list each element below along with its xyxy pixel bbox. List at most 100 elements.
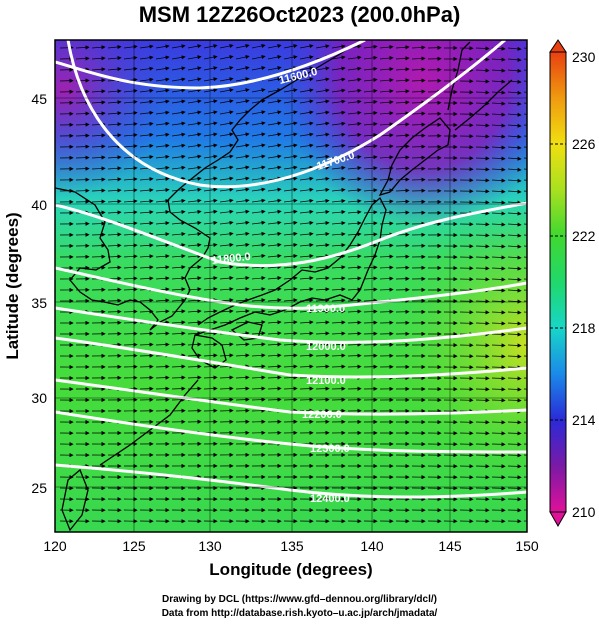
wind-arrow [187,375,202,380]
wind-arrow [219,176,234,181]
wind-arrow [107,111,122,116]
wind-arrow [171,165,186,170]
wind-arrow [155,132,170,137]
wind-arrow [203,132,218,137]
wind-arrow [123,132,138,138]
wind-arrow [187,320,202,325]
wind-arrow [523,289,527,291]
wind-arrow [507,200,522,205]
wind-arrow [203,375,218,380]
wind-arrow [123,110,138,116]
wind-arrow [187,55,202,60]
wind-arrow [507,321,522,326]
wind-arrow [219,264,234,270]
wind-arrow [139,342,154,347]
wind-arrow [507,387,522,392]
wind-arrow [139,187,154,193]
wind-arrow [299,309,314,314]
wind-arrow [315,187,330,192]
contour-11800 [55,201,527,268]
wind-arrow [251,88,266,93]
wind-arrow [139,199,154,204]
wind-arrow [491,288,506,293]
wind-arrow [507,156,522,161]
wind-arrow [491,310,506,315]
wind-arrow [491,112,506,117]
wind-arrow [363,55,378,60]
wind-arrow [155,342,170,347]
wind-arrow [155,364,170,369]
wind-arrow [139,154,154,160]
wind-arrow [411,89,426,94]
wind-arrow [347,77,362,82]
wind-arrow [507,332,522,337]
wind-arrow [251,331,266,336]
wind-arrow [523,234,527,236]
wind-arrow [267,386,282,391]
wind-arrow [267,143,282,148]
wind-arrow [523,146,527,148]
wind-arrow [235,209,250,214]
wind-arrow [203,66,218,71]
wind-arrow [331,298,346,303]
wind-arrow [283,132,298,137]
x-tick-120: 120 [43,538,67,554]
wind-arrow [491,57,506,62]
wind-arrow [347,110,362,115]
wind-arrow [235,220,250,225]
wind-arrow [139,66,154,71]
wind-arrow [267,55,282,60]
wind-arrow [171,320,186,325]
wind-arrow [203,165,218,170]
wind-arrow [283,276,298,281]
wind-arrow [251,220,266,225]
wind-arrow [267,253,282,259]
wind-arrow [107,44,122,50]
wind-arrow [219,275,234,281]
wind-arrow [107,89,122,94]
wind-arrow [251,121,266,126]
wind-arrow [267,309,282,314]
contour-label-12400: 12400.0 [310,493,350,505]
wind-arrow [123,221,138,226]
wind-arrow [523,47,527,49]
wind-arrow [91,221,106,226]
wind-arrow [523,344,527,346]
contour-label-11900: 11900.0 [306,303,345,315]
wind-arrow [155,198,170,204]
wind-arrow [203,276,218,281]
wind-arrow [107,199,122,204]
wind-arrow [219,55,234,60]
wind-arrow [91,133,106,138]
wind-arrow [219,143,234,148]
wind-arrow [107,265,122,270]
wind-arrow [299,287,314,292]
wind-arrow [267,43,282,49]
wind-arrow [523,113,527,115]
wind-arrow [507,112,522,117]
wind-arrow [507,244,522,249]
wind-arrow [347,287,362,292]
wind-arrow [219,353,234,358]
wind-arrow [507,343,522,348]
wind-arrow [251,397,266,402]
wind-arrow [235,375,250,380]
wind-arrow [203,176,218,181]
wind-arrow [203,198,218,203]
wind-arrow [331,176,346,182]
wind-arrow [283,187,298,192]
wind-arrow [107,55,122,61]
wind-arrow [235,88,250,93]
wind-arrow [187,342,202,347]
wind-arrow [283,242,298,248]
wind-arrow [347,188,362,193]
wind-arrow [523,80,527,82]
wind-arrow [267,287,282,292]
credit-data: Data from http://database.rish.kyoto–u.a… [161,608,438,619]
wind-arrow [235,342,250,347]
wind-arrow [363,320,378,325]
wind-arrow [283,44,298,49]
wind-arrow [315,77,330,82]
wind-arrow [315,309,330,314]
wind-arrow [283,364,298,369]
